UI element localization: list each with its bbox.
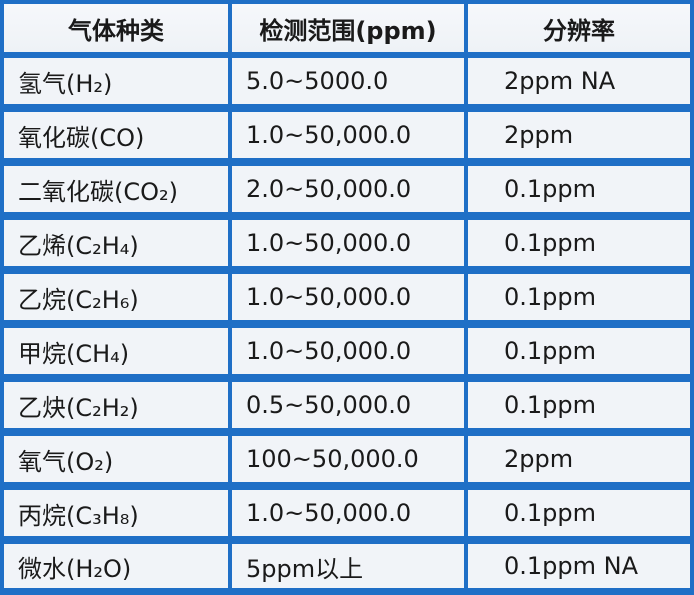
resolution-cell: 0.1ppm [468, 274, 690, 320]
resolution-cell: 0.1ppm NA [468, 544, 690, 588]
table-row: 乙烷(C₂H₆) 1.0~50,000.0 0.1ppm [0, 270, 694, 324]
header-resolution: 分辨率 [468, 4, 690, 52]
range-cell: 1.0~50,000.0 [232, 220, 464, 266]
table-row: 氢气(H₂) 5.0~5000.0 2ppm NA [0, 54, 694, 108]
gas-cell: 乙烯(C₂H₄) [4, 220, 228, 266]
range-cell: 1.0~50,000.0 [232, 274, 464, 320]
table-header-row: 气体种类 检测范围(ppm) 分辨率 [0, 0, 694, 54]
gas-cell: 氢气(H₂) [4, 58, 228, 104]
gas-cell: 氧化碳(CO) [4, 112, 228, 158]
range-cell: 1.0~50,000.0 [232, 112, 464, 158]
range-cell: 5.0~5000.0 [232, 58, 464, 104]
resolution-cell: 0.1ppm [468, 166, 690, 212]
range-cell: 2.0~50,000.0 [232, 166, 464, 212]
table-row: 乙烯(C₂H₄) 1.0~50,000.0 0.1ppm [0, 216, 694, 270]
resolution-cell: 2ppm [468, 436, 690, 482]
resolution-cell: 0.1ppm [468, 490, 690, 536]
table-row: 氧气(O₂) 100~50,000.0 2ppm [0, 432, 694, 486]
gas-cell: 乙炔(C₂H₂) [4, 382, 228, 428]
range-cell: 1.0~50,000.0 [232, 490, 464, 536]
resolution-cell: 0.1ppm [468, 328, 690, 374]
table-row: 氧化碳(CO) 1.0~50,000.0 2ppm [0, 108, 694, 162]
gas-cell: 甲烷(CH₄) [4, 328, 228, 374]
table-row: 甲烷(CH₄) 1.0~50,000.0 0.1ppm [0, 324, 694, 378]
range-cell: 5ppm以上 [232, 544, 464, 588]
resolution-cell: 2ppm NA [468, 58, 690, 104]
range-cell: 100~50,000.0 [232, 436, 464, 482]
range-cell: 0.5~50,000.0 [232, 382, 464, 428]
table-row: 乙炔(C₂H₂) 0.5~50,000.0 0.1ppm [0, 378, 694, 432]
resolution-cell: 2ppm [468, 112, 690, 158]
gas-cell: 乙烷(C₂H₆) [4, 274, 228, 320]
header-range: 检测范围(ppm) [232, 4, 464, 52]
table-row: 丙烷(C₃H₈) 1.0~50,000.0 0.1ppm [0, 486, 694, 540]
gas-cell: 氧气(O₂) [4, 436, 228, 482]
resolution-cell: 0.1ppm [468, 382, 690, 428]
table-row: 微水(H₂O) 5ppm以上 0.1ppm NA [0, 540, 694, 594]
resolution-cell: 0.1ppm [468, 220, 690, 266]
gas-cell: 丙烷(C₃H₈) [4, 490, 228, 536]
header-gas-type: 气体种类 [4, 4, 228, 52]
gas-cell: 二氧化碳(CO₂) [4, 166, 228, 212]
range-cell: 1.0~50,000.0 [232, 328, 464, 374]
table-row: 二氧化碳(CO₂) 2.0~50,000.0 0.1ppm [0, 162, 694, 216]
gas-cell: 微水(H₂O) [4, 544, 228, 588]
